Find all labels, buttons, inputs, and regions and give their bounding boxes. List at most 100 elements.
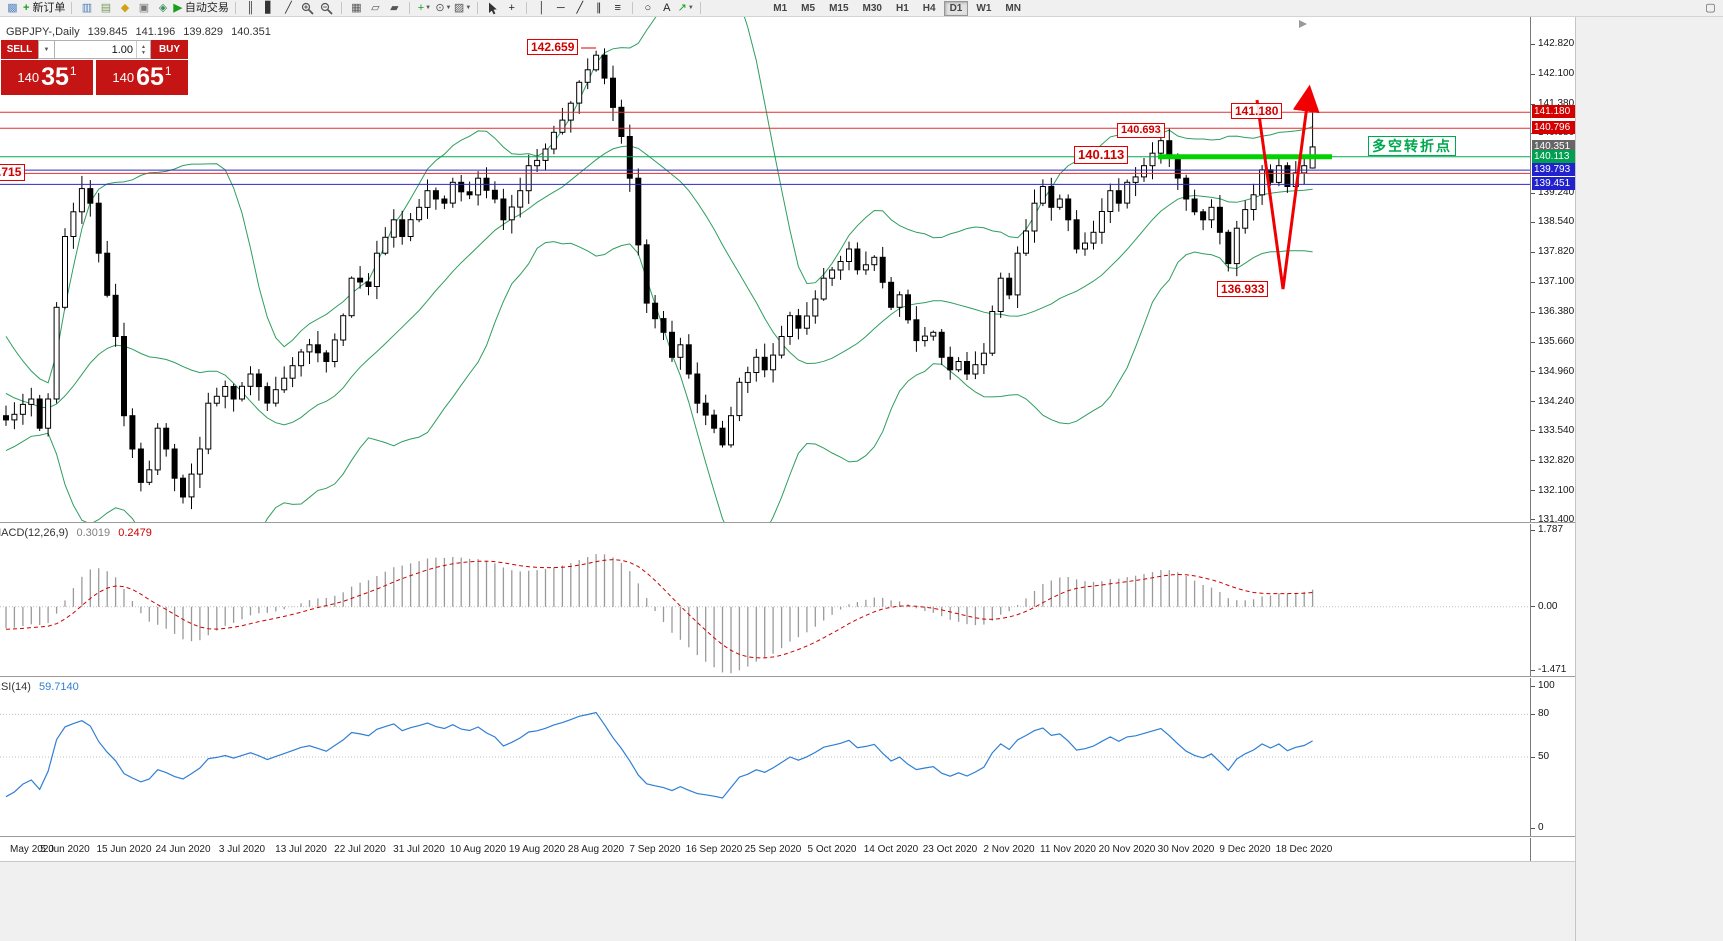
panel-separator[interactable] <box>0 522 1575 524</box>
candlestick-chart-icon[interactable]: ▋ <box>265 1 274 14</box>
date-label: 30 Nov 2020 <box>1157 844 1215 855</box>
autotrade-button[interactable]: ▶ 自动交易 <box>173 1 229 14</box>
main-price-chart[interactable] <box>0 16 1530 522</box>
date-label: 14 Oct 2020 <box>863 844 919 855</box>
vertical-line-icon[interactable]: │ <box>538 1 546 14</box>
toolbar-separator <box>477 2 479 14</box>
volume-value: 1.00 <box>111 43 133 56</box>
panel-separator[interactable] <box>0 836 1575 838</box>
crosshair-icon[interactable]: + <box>508 1 515 14</box>
periods-icon[interactable]: ⊙ ▼ <box>435 1 452 14</box>
cascade-windows-icon[interactable]: ▱ <box>371 1 380 14</box>
ellipse-icon[interactable]: ○ <box>644 1 652 14</box>
rsi-label: RSI(14) <box>0 681 31 693</box>
rsi-tick <box>1531 713 1535 715</box>
resistance-label-140693[interactable]: 140.693 <box>1117 123 1165 138</box>
zoom-out-icon[interactable] <box>318 1 335 15</box>
price-tick <box>1531 281 1535 283</box>
navigator-icon[interactable]: ◆ <box>120 1 130 14</box>
timeframe-h1[interactable]: H1 <box>895 2 909 14</box>
channel-icon[interactable]: ∥ <box>596 1 602 14</box>
zoom-in-icon[interactable] <box>299 1 316 15</box>
sell-tab[interactable]: SELL <box>1 40 38 59</box>
chart-window-icon[interactable]: ▩ <box>7 1 18 14</box>
timeframe-h4[interactable]: H4 <box>922 2 936 14</box>
data-window-icon[interactable]: ▤ <box>100 1 112 14</box>
trendline-icon[interactable]: ╱ <box>576 1 584 14</box>
timeframe-w1[interactable]: W1 <box>976 2 992 14</box>
timeframe-m30[interactable]: M30 <box>862 2 882 14</box>
cursor-icon[interactable] <box>484 1 501 15</box>
price-tick <box>1531 73 1535 75</box>
bar-chart-icon[interactable]: ║ <box>246 1 255 14</box>
price-tag: 139.793 <box>1532 163 1576 177</box>
panel-separator[interactable] <box>0 676 1575 678</box>
window-layout-icon[interactable]: ▢ <box>1705 1 1716 14</box>
date-label: 5 Jun 2020 <box>40 844 90 855</box>
indicators-icon[interactable]: + ▼ <box>417 1 432 14</box>
toolbar-separator <box>340 2 342 14</box>
chart-shift-marker[interactable] <box>1299 20 1307 28</box>
price-tick <box>1531 221 1535 223</box>
date-label: 3 Jul 2020 <box>218 844 266 855</box>
price-tick-label: 139.240 <box>1538 187 1575 199</box>
timeframe-mn[interactable]: MN <box>1005 2 1021 14</box>
sell-button[interactable]: 140 35 1 <box>1 60 93 95</box>
volume-decrease-icon[interactable]: ▼ <box>141 49 146 56</box>
macd-axis-label: 0.00 <box>1538 600 1558 612</box>
price-tick <box>1531 311 1535 313</box>
time-axis[interactable]: May 2020 5 Jun 2020 15 Jun 2020 24 Jun 2020… <box>0 838 1575 861</box>
rsi-tick <box>1531 827 1535 829</box>
date-label: 11 Nov 2020 <box>1040 844 1096 855</box>
timeframe-m15[interactable]: M15 <box>829 2 849 14</box>
volume-input[interactable]: 1.00 ▲ ▼ <box>55 40 151 59</box>
timeframe-m1[interactable]: M1 <box>773 2 788 14</box>
date-label: May 2020 <box>10 844 54 855</box>
peak-price-label[interactable]: 142.659 <box>527 39 579 55</box>
target-low-label[interactable]: 136.933 <box>1217 281 1269 297</box>
templates-icon[interactable]: ▨ ▼ <box>453 1 472 14</box>
resistance-label-141180[interactable]: 141.180 <box>1231 103 1283 119</box>
date-label: 16 Sep 2020 <box>685 844 743 855</box>
arrows-icon[interactable]: ↗ ▼ <box>677 1 694 14</box>
rsi-tick <box>1531 756 1535 758</box>
market-watch-icon[interactable]: ▥ <box>81 1 93 14</box>
macd-panel-chart[interactable] <box>0 524 1530 676</box>
left-edge-price-label[interactable]: 139.715 <box>0 164 26 181</box>
caret-down-icon: ▼ <box>465 5 472 11</box>
price-tag: 141.180 <box>1532 105 1576 119</box>
buy-button[interactable]: 140 65 1 <box>96 60 188 95</box>
date-label: 10 Aug 2020 <box>449 844 507 855</box>
horizontal-line-icon[interactable]: ─ <box>556 1 565 14</box>
tile-windows-icon[interactable]: ▦ <box>351 1 362 14</box>
volume-preset-dropdown[interactable]: ▼ <box>38 40 55 59</box>
terminal-icon[interactable]: ▣ <box>138 1 150 14</box>
main-toolbar: ▩ + 新订单 ▥ ▤ ◆ ▣ ◈ ▶ 自动交易 ║ ▋ ╱ ▦ ▱ ▰ + ▼ ⊙ ▼ ▨ ▼ + │ ─ ╱ ∥ ≡ ○ A ↗ ▼ M1 M… <box>0 0 1723 17</box>
price-tick <box>1531 341 1535 343</box>
volume-stepper[interactable]: ▲ ▼ <box>136 41 150 58</box>
rsi-axis-label: 0 <box>1538 822 1544 833</box>
volume-increase-icon[interactable]: ▲ <box>141 43 146 50</box>
high-value: 141.196 <box>135 26 176 38</box>
buy-tab[interactable]: BUY <box>151 40 188 59</box>
pivot-price-label[interactable]: 140.113 <box>1074 146 1129 164</box>
arrange-windows-icon[interactable]: ▰ <box>390 1 399 14</box>
buy-price-pips: 65 <box>136 63 164 91</box>
text-icon[interactable]: A <box>663 1 671 14</box>
price-tick-label: 137.820 <box>1538 246 1575 258</box>
line-chart-icon[interactable]: ╱ <box>285 1 292 14</box>
price-tag: 140.113 <box>1532 149 1576 163</box>
forecast-arrow[interactable] <box>1255 84 1320 290</box>
sell-price-pips: 35 <box>41 63 69 91</box>
new-order-button[interactable]: + 新订单 <box>23 1 66 14</box>
timeframe-m5[interactable]: M5 <box>801 2 816 14</box>
price-axis[interactable]: 142.820142.100141.380140.680139.240138.5… <box>1530 16 1576 861</box>
fibonacci-icon[interactable]: ≡ <box>614 1 621 14</box>
rsi-panel-chart[interactable] <box>0 678 1530 836</box>
price-tick-label: 137.100 <box>1538 276 1575 288</box>
date-label: 2 Nov 2020 <box>983 844 1035 855</box>
horizontal-level-lines[interactable] <box>0 111 1530 185</box>
turning-point-label[interactable]: 多空转折点 <box>1368 136 1456 156</box>
strategy-tester-icon[interactable]: ◈ <box>158 1 168 14</box>
timeframe-d1[interactable]: D1 <box>943 0 969 16</box>
